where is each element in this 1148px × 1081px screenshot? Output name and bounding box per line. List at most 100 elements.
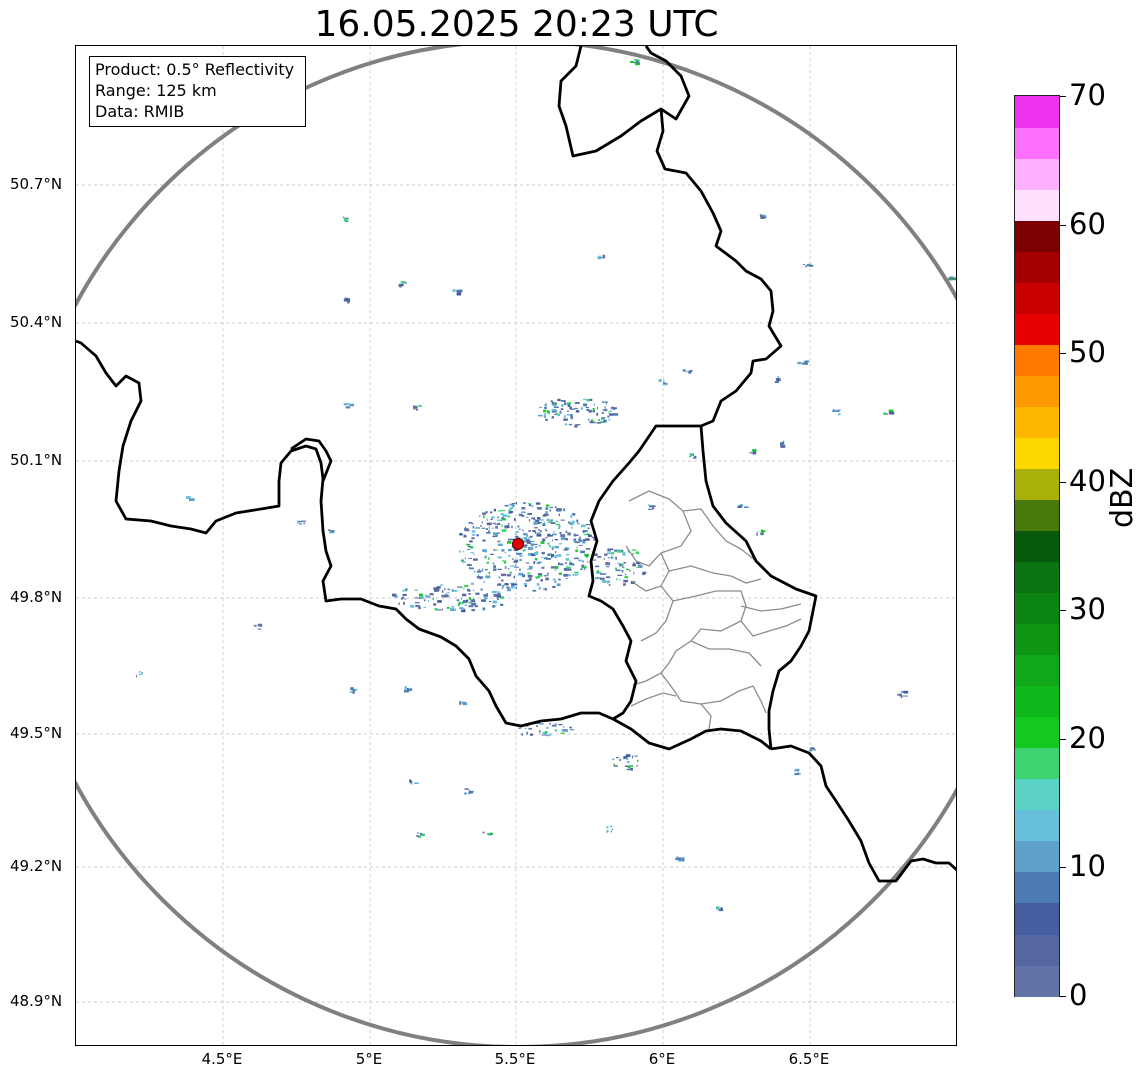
echo-pixel: [563, 508, 566, 512]
echo-pixel: [780, 442, 785, 445]
echo-pixel: [583, 530, 588, 532]
echo-pixel: [419, 832, 423, 836]
echo-pixel: [527, 574, 533, 578]
echo-pixel: [527, 538, 529, 541]
echo-pixel: [721, 907, 723, 909]
echo-pixel: [608, 584, 611, 586]
echo-pixel: [558, 543, 563, 545]
echo-pixel: [797, 361, 802, 365]
echo-pixel: [627, 549, 630, 553]
echo-pixel: [468, 790, 474, 792]
echo-pixel: [586, 399, 590, 402]
echo-pixel: [471, 523, 474, 525]
echo-pixel: [540, 556, 543, 558]
echo-pixel: [565, 558, 569, 561]
echo-pixel: [593, 421, 596, 424]
radar-map[interactable]: [75, 45, 957, 1046]
echo-pixel: [471, 533, 476, 536]
echo-pixel: [508, 548, 512, 552]
echo-pixel: [901, 690, 906, 693]
echo-pixel: [585, 548, 591, 550]
echo-pixel: [647, 508, 653, 510]
echo-pixel: [634, 59, 639, 62]
echo-pixel: [476, 576, 481, 579]
echo-pixel: [523, 540, 525, 543]
colorbar-segment: [1015, 964, 1059, 997]
echo-pixel: [529, 535, 533, 538]
echo-pixel: [493, 532, 498, 536]
echo-pixel: [506, 525, 510, 529]
echo-pixel: [447, 595, 450, 597]
echo-pixel: [420, 596, 424, 600]
echo-pixel: [569, 726, 572, 729]
echo-pixel: [756, 533, 758, 536]
echo-pixel: [543, 588, 547, 590]
echo-pixel: [567, 404, 571, 407]
colorbar-tick-label: 60: [1069, 206, 1106, 241]
echo-pixel: [554, 569, 558, 571]
echo-pixel: [521, 733, 524, 736]
colorbar-tick-label: 30: [1069, 592, 1106, 627]
echo-pixel: [523, 537, 527, 540]
echo-pixel: [601, 580, 607, 583]
echo-pixel: [437, 600, 442, 603]
echo-pixel: [627, 766, 631, 769]
colorbar-segment: [1015, 778, 1059, 811]
colorbar-tick-label: 40: [1069, 463, 1106, 498]
echo-pixel: [590, 419, 594, 422]
echo-pixel: [536, 562, 541, 565]
echo-pixel: [621, 563, 624, 566]
echo-pixel: [560, 400, 565, 402]
echo-pixel: [756, 531, 759, 533]
echo-pixel: [718, 908, 724, 912]
echo-pixel: [468, 593, 471, 595]
echo-pixel: [570, 729, 575, 731]
echo-pixel: [514, 533, 517, 535]
echo-pixel: [807, 263, 812, 266]
echo-pixel: [452, 589, 458, 592]
echo-pixel: [532, 530, 536, 532]
echo-pixel: [497, 519, 503, 522]
echo-pixel: [414, 589, 418, 591]
echo-pixel: [491, 516, 495, 519]
echo-pixel: [693, 456, 697, 458]
echo-pixel: [586, 408, 590, 411]
echo-pixel: [349, 691, 355, 693]
echo-pixel: [897, 694, 902, 696]
echo-pixel: [334, 530, 336, 532]
echo-pixel: [606, 552, 612, 555]
echo-pixel: [477, 570, 482, 573]
echo-pixel: [636, 566, 642, 568]
echo-pixel: [571, 520, 575, 524]
echo-pixel: [482, 549, 487, 552]
echo-pixel: [504, 566, 507, 569]
echo-pixel: [404, 598, 407, 600]
echo-pixel: [136, 675, 137, 678]
echo-pixel: [494, 549, 499, 551]
echo-pixel: [541, 551, 545, 555]
echo-pixel: [557, 527, 560, 529]
echo-pixel: [692, 457, 697, 459]
echo-pixel: [416, 835, 419, 837]
echo-pixel: [837, 409, 841, 412]
echo-pixel: [497, 592, 501, 596]
echo-pixel: [605, 576, 611, 579]
echo-pixel: [561, 404, 564, 407]
echo-pixel: [804, 362, 808, 365]
echo-pixel: [570, 562, 572, 564]
echo-pixel: [617, 574, 623, 576]
echo-pixel: [518, 528, 521, 530]
echo-pixel: [460, 597, 463, 600]
echo-pixel: [534, 527, 538, 529]
echo-pixel: [777, 376, 780, 378]
echo-pixel: [498, 510, 502, 512]
echo-pixel: [407, 688, 413, 691]
echo-pixel: [497, 516, 499, 518]
echo-pixel: [624, 765, 630, 767]
echo-pixel: [508, 511, 514, 513]
echo-pixel: [508, 509, 511, 512]
echo-pixel: [545, 577, 549, 581]
echo-pixel: [563, 573, 569, 577]
echo-pixel: [501, 524, 503, 528]
colorbar-segment: [1015, 716, 1059, 749]
